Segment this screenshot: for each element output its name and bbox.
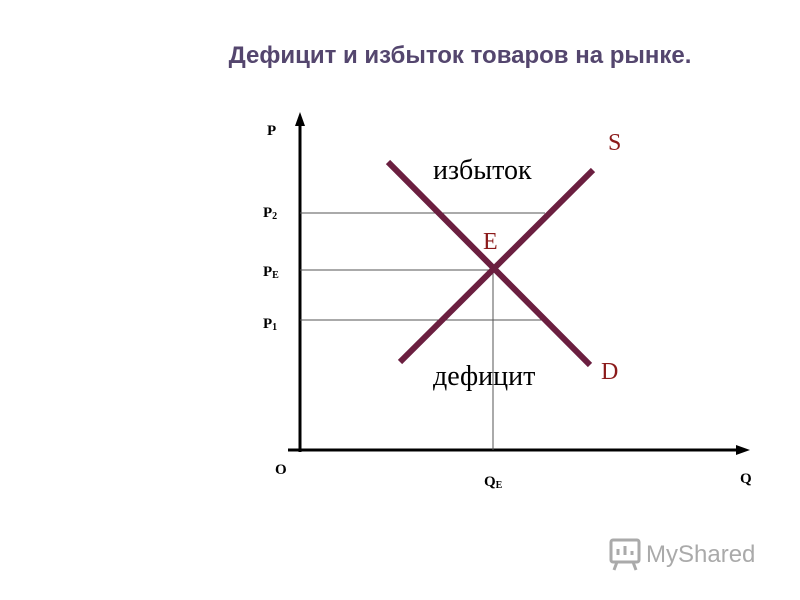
y-axis-label: P	[267, 123, 276, 139]
surplus-label: избыток	[433, 155, 532, 186]
price-letter: P	[263, 316, 272, 332]
equilibrium-label: E	[483, 229, 498, 255]
x-arrow	[736, 445, 750, 455]
price-letter: P	[263, 205, 272, 221]
price-label: P1	[263, 316, 277, 333]
shortage-label: дефицит	[433, 361, 535, 392]
title: Дефицит и избыток товаров на рынке.	[229, 42, 692, 69]
demand-curve	[385, 159, 593, 368]
price-sub: 2	[272, 211, 277, 222]
watermark-icon	[609, 538, 641, 571]
y-arrow	[295, 112, 305, 126]
quantity-letter: Q	[484, 474, 496, 490]
price-letter: P	[263, 264, 272, 280]
demand-label: D	[601, 359, 618, 385]
watermark: MyShared	[646, 541, 755, 568]
price-sub: E	[272, 270, 279, 281]
price-sub: 1	[272, 322, 277, 333]
quantity-sub: E	[496, 480, 503, 491]
quantity-label: QE	[484, 474, 503, 491]
x-axis-label: Q	[740, 471, 752, 487]
origin-label: O	[275, 462, 287, 478]
price-label: PE	[263, 264, 279, 281]
supply-label: S	[608, 130, 621, 156]
supply-curve	[397, 167, 596, 365]
price-label: P2	[263, 205, 277, 222]
